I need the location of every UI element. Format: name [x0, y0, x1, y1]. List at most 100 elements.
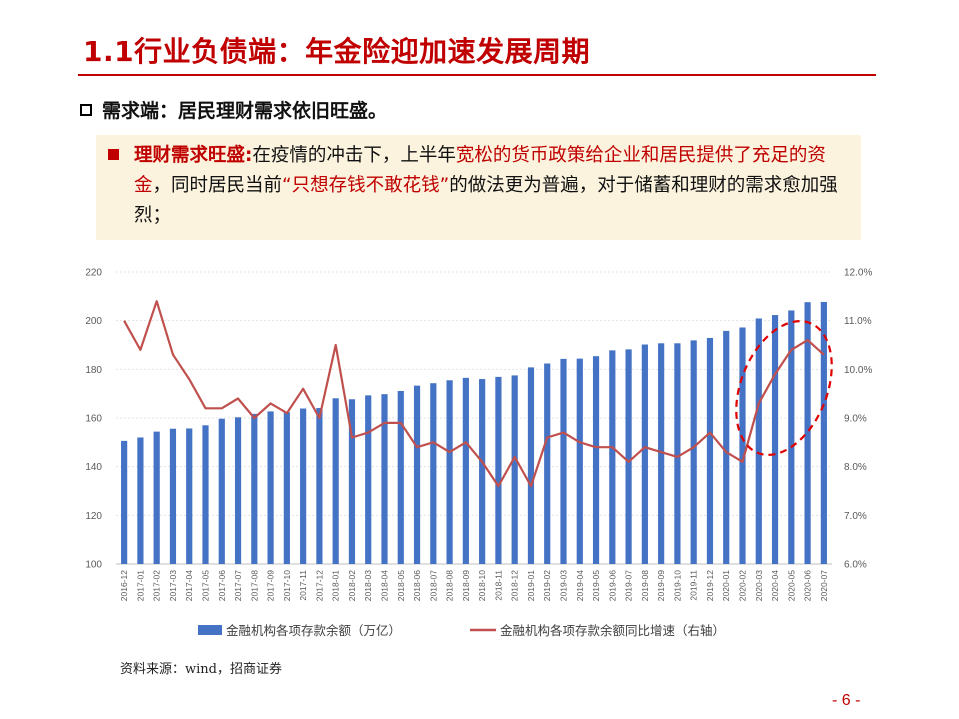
bar [511, 375, 518, 564]
bar [739, 327, 746, 564]
bar [430, 383, 437, 564]
x-tick-label: 2017-03 [168, 570, 178, 601]
bar [365, 395, 372, 564]
x-tick-label: 2020-06 [803, 570, 813, 601]
x-tick-label: 2020-02 [738, 570, 748, 601]
y-left-tick-label: 200 [85, 316, 102, 327]
bar [137, 437, 144, 564]
x-tick-label: 2017-04 [184, 570, 194, 601]
x-tick-label: 2019-07 [624, 570, 634, 601]
x-tick-label: 2020-07 [819, 570, 829, 601]
y-right-tick-label: 12.0% [844, 268, 872, 279]
x-tick-label: 2018-08 [445, 570, 455, 601]
y-right-tick-label: 9.0% [844, 414, 867, 425]
x-tick-label: 2017-11 [298, 570, 308, 601]
bar [283, 412, 290, 564]
y-right-tick-label: 10.0% [844, 365, 872, 376]
bar [397, 390, 404, 564]
x-tick-label: 2017-05 [201, 570, 211, 601]
callout-seg1: 在疫情的冲击下，上半年 [252, 145, 456, 166]
bar [706, 337, 714, 564]
x-tick-label: 2018-04 [380, 570, 390, 601]
subheading: 需求端：居民理财需求依旧旺盛。 [102, 100, 388, 122]
bar [413, 385, 421, 564]
bar [169, 428, 177, 564]
x-tick-label: 2020-01 [721, 570, 731, 601]
x-tick-label: 2018-10 [477, 570, 487, 601]
callout-seg2: 宽松的货币政策给企业和居民提供了充足的资金 [134, 145, 826, 196]
bar [625, 349, 632, 564]
bar [690, 340, 697, 564]
bar [267, 411, 274, 564]
bar [788, 310, 795, 564]
bar [218, 418, 225, 564]
callout-seg3: ，同时居民当前 [152, 175, 283, 196]
bar [348, 399, 356, 564]
bar [544, 363, 551, 564]
x-tick-label: 2020-05 [786, 570, 796, 601]
bar [723, 330, 730, 564]
y-right-tick-label: 6.0% [844, 560, 867, 571]
x-tick-label: 2019-02 [542, 570, 552, 601]
y-left-tick-label: 160 [85, 414, 102, 425]
legend-line-label: 金融机构各项存款余额同比增速（右轴） [500, 623, 725, 638]
y-right-tick-label: 7.0% [844, 511, 867, 522]
x-tick-label: 2020-03 [754, 570, 764, 601]
bar [332, 398, 339, 564]
x-tick-label: 2018-11 [493, 570, 503, 601]
source-note: 资料来源：wind，招商证券 [120, 662, 282, 677]
bar [381, 394, 388, 564]
x-tick-label: 2019-01 [526, 570, 536, 601]
x-tick-label: 2018-05 [396, 570, 406, 601]
page-title: 1.1行业负债端：年金险迎加速发展周期 [83, 35, 591, 68]
x-tick-label: 2019-09 [656, 570, 666, 601]
title-divider [78, 74, 876, 76]
subheading-row: 需求端：居民理财需求依旧旺盛。 [80, 96, 387, 123]
x-tick-label: 2019-08 [640, 570, 650, 601]
y-right-tick-label: 11.0% [844, 316, 872, 327]
bar [592, 356, 600, 564]
x-tick-label: 2017-02 [152, 570, 162, 601]
callout-seg5: 的做法更为普遍，对于储蓄和理财的需求愈加强烈； [134, 175, 838, 226]
callout-seg4: “只想存钱不敢花钱” [282, 175, 450, 196]
page-number: - 6 - [832, 692, 861, 709]
x-tick-label: 2018-07 [428, 570, 438, 601]
bar [609, 350, 616, 564]
x-tick-label: 2017-01 [135, 570, 145, 601]
bar [804, 302, 811, 564]
x-tick-label: 2019-04 [575, 570, 585, 601]
x-tick-label: 2019-06 [607, 570, 617, 601]
y-left-tick-label: 180 [85, 365, 102, 376]
bar [576, 358, 583, 564]
bar [820, 301, 827, 564]
x-tick-label: 2017-09 [266, 570, 276, 601]
callout-text: 理财需求旺盛:在疫情的冲击下，上半年宽松的货币政策给企业和居民提供了充足的资金，… [134, 141, 844, 231]
y-right-tick-label: 8.0% [844, 462, 867, 473]
bar [479, 379, 486, 564]
bar [641, 344, 648, 564]
x-tick-label: 2019-11 [689, 570, 699, 601]
x-tick-label: 2019-03 [559, 570, 569, 601]
x-tick-label: 2017-06 [217, 570, 227, 601]
y-left-tick-label: 120 [85, 511, 102, 522]
bar [771, 315, 779, 564]
red-square-bullet-icon [108, 149, 119, 160]
callout-box: 理财需求旺盛:在疫情的冲击下，上半年宽松的货币政策给企业和居民提供了充足的资金，… [96, 135, 861, 240]
bar [300, 408, 307, 564]
x-tick-label: 2019-12 [705, 570, 715, 601]
legend-bar-label: 金融机构各项存款余额（万亿） [226, 623, 401, 638]
bar [186, 428, 193, 564]
x-tick-label: 2017-12 [314, 570, 324, 601]
bar [658, 343, 665, 564]
bar [121, 440, 128, 564]
x-tick-label: 2018-03 [363, 570, 373, 601]
x-tick-label: 2017-07 [233, 570, 243, 601]
x-tick-label: 2017-10 [282, 570, 292, 601]
x-tick-label: 2017-08 [249, 570, 259, 601]
x-tick-label: 2019-10 [672, 570, 682, 601]
bar [202, 425, 209, 564]
bar [495, 376, 502, 564]
bar [153, 431, 160, 564]
y-left-tick-label: 220 [85, 268, 102, 279]
bar [674, 343, 681, 564]
